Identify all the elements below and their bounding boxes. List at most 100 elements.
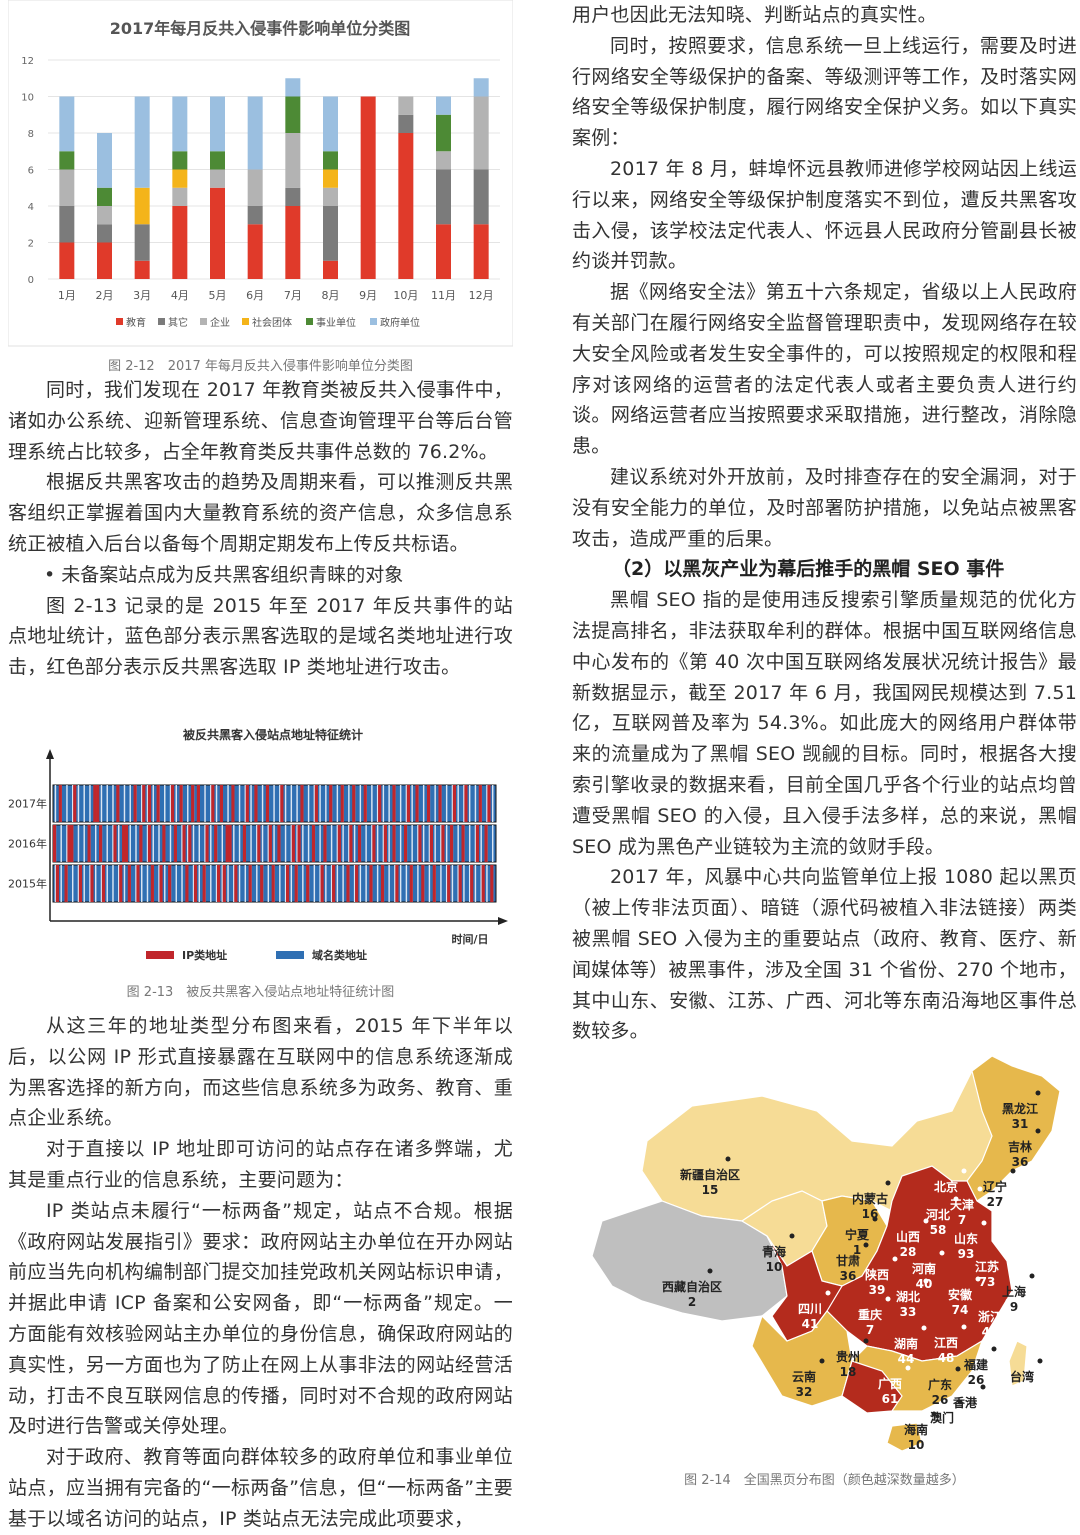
cell-divider bbox=[135, 864, 137, 902]
ip-cell bbox=[67, 824, 71, 862]
cell-divider bbox=[359, 864, 362, 902]
legend-swatch bbox=[146, 950, 174, 959]
ip-cell bbox=[211, 784, 215, 822]
cell-divider bbox=[123, 784, 126, 822]
bar-segment bbox=[436, 169, 451, 225]
cell-divider bbox=[451, 784, 454, 822]
cell-divider bbox=[83, 864, 85, 902]
ip-cell bbox=[311, 824, 316, 862]
x-tick-label: 4月 bbox=[171, 289, 189, 302]
cell-divider bbox=[319, 864, 321, 902]
ip-cell bbox=[70, 824, 74, 862]
right-column: 用户也因此无法知晓、判断站点的真实性。 同时，按照要求，信息系统一旦上线运行，需… bbox=[572, 0, 1077, 1499]
ip-cell bbox=[383, 824, 387, 862]
ip-cell bbox=[133, 784, 137, 822]
ip-cell bbox=[294, 864, 298, 902]
cell-divider bbox=[267, 824, 270, 862]
chart-2-12: 2017年每月反共入侵事件影响单位分类图 0 2 4 6 8 10 12 1月 2月 3月 4月 5月… bbox=[7, 0, 514, 375]
ip-cell bbox=[403, 824, 408, 862]
ip-cell bbox=[150, 864, 154, 902]
region-value: 32 bbox=[796, 1385, 813, 1399]
bar-segment bbox=[97, 133, 112, 188]
region-name: 吉林 bbox=[1008, 1139, 1032, 1154]
bar-segment bbox=[285, 206, 301, 279]
ip-cell bbox=[156, 784, 160, 822]
map-region-guangxi bbox=[841, 1360, 903, 1414]
legend-swatch bbox=[200, 318, 207, 325]
ip-cell bbox=[470, 864, 474, 902]
bar-segment bbox=[59, 151, 75, 170]
chart-2-13: 被反共黑客入侵站点地址特征统计 2017年 2016年 2015年 时间/日 IP类… bbox=[8, 711, 513, 1011]
region-value: 41 bbox=[802, 1317, 819, 1331]
y-tick-label: 4 bbox=[28, 202, 34, 213]
row-label: 2015年 bbox=[8, 876, 47, 890]
region-value: 48 bbox=[982, 1325, 999, 1339]
cell-divider bbox=[468, 784, 471, 822]
cell-divider bbox=[428, 824, 431, 862]
region-name: 山西 bbox=[896, 1229, 920, 1244]
ip-cell bbox=[484, 824, 488, 862]
ip-cell bbox=[429, 824, 434, 862]
ip-cell bbox=[286, 864, 290, 902]
legend-label: 教育 bbox=[126, 316, 146, 329]
bar-segment bbox=[323, 206, 338, 261]
y-tick-label: 0 bbox=[28, 275, 34, 286]
city-dot bbox=[1005, 1298, 1011, 1304]
cell-divider bbox=[399, 784, 402, 822]
figure-2-14: 黑龙江 31 吉林 36 辽宁 27 新疆自治区 15 内蒙古 16 北京 天津 7 河北 58 山西 28 山东… bbox=[572, 1051, 1077, 1499]
ip-cell bbox=[421, 864, 425, 902]
ip-cell bbox=[73, 784, 77, 822]
cell-divider bbox=[54, 784, 57, 822]
cell-divider bbox=[238, 784, 241, 822]
cell-divider bbox=[376, 864, 379, 902]
cell-divider bbox=[71, 784, 74, 822]
paragraph: 同时，我们发现在 2017 年教育类被反共入侵事件中，诸如办公系统、迎新管理系统… bbox=[8, 379, 513, 463]
ip-cell bbox=[139, 824, 143, 862]
city-dot bbox=[961, 1168, 967, 1174]
cell-divider bbox=[94, 824, 97, 862]
city-dot bbox=[1002, 1248, 1008, 1254]
ip-cell bbox=[119, 864, 123, 902]
paragraph: 建议系统对外开放前，及时排查存在的安全漏洞，对于没有安全能力的单位，及时部署防护… bbox=[572, 465, 1077, 550]
figure-caption: 图 2-12 2017 年每月反共入侵事件影响单位分类图 bbox=[108, 359, 413, 374]
cell-divider bbox=[474, 824, 477, 862]
legend-swatch bbox=[276, 950, 304, 959]
cell-divider bbox=[83, 824, 85, 862]
cell-divider bbox=[204, 784, 206, 822]
city-dot bbox=[923, 1218, 929, 1224]
city-dot bbox=[819, 1358, 825, 1364]
ip-cell bbox=[93, 784, 97, 822]
legend-label: 其它 bbox=[168, 316, 188, 329]
bar-segment bbox=[436, 114, 451, 152]
x-tick-label: 6月 bbox=[246, 289, 264, 302]
x-tick-label: 2月 bbox=[96, 289, 114, 302]
legend-label: 政府单位 bbox=[380, 316, 420, 329]
cell-divider bbox=[399, 864, 402, 902]
cell-divider bbox=[273, 784, 275, 822]
bar-segment bbox=[436, 224, 451, 279]
cell-divider bbox=[491, 824, 494, 862]
x-tick-label: 11月 bbox=[431, 289, 456, 302]
cell-divider bbox=[106, 784, 108, 822]
cell-divider bbox=[158, 864, 160, 902]
ip-cell bbox=[332, 864, 336, 902]
cell-divider bbox=[434, 784, 436, 822]
bar-segment bbox=[398, 96, 414, 115]
ip-cell bbox=[90, 864, 94, 902]
city-dot bbox=[953, 1196, 959, 1202]
city-dot bbox=[885, 1296, 891, 1302]
ip-cell bbox=[99, 824, 103, 862]
bar-segment bbox=[285, 187, 301, 206]
region-name: 台湾 bbox=[1010, 1369, 1034, 1384]
cell-divider bbox=[290, 864, 293, 902]
cell-divider bbox=[261, 824, 264, 862]
cell-divider bbox=[336, 864, 339, 902]
ip-cell bbox=[337, 824, 341, 862]
bar-segment bbox=[323, 96, 338, 152]
cell-divider bbox=[273, 824, 275, 862]
cell-divider bbox=[89, 784, 91, 822]
cell-divider bbox=[342, 864, 344, 902]
cell-divider bbox=[388, 864, 390, 902]
ip-cell bbox=[280, 784, 284, 822]
bar-segment bbox=[210, 187, 225, 279]
